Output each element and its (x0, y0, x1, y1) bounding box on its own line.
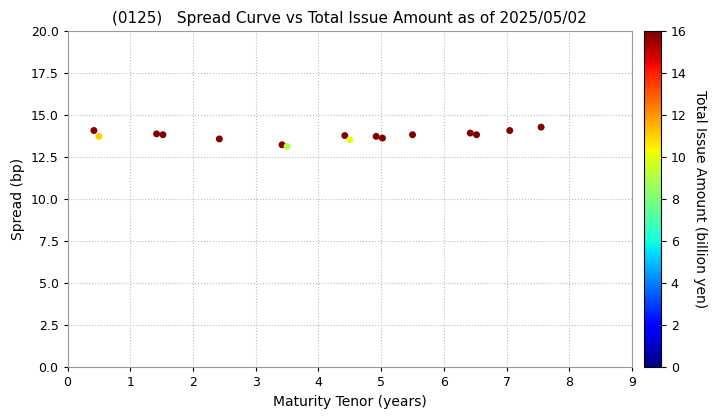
Y-axis label: Total Issue Amount (billion yen): Total Issue Amount (billion yen) (693, 90, 707, 308)
Point (344, 136, 356, 143)
Point (504, 127, 516, 134)
Point (407, 131, 418, 138)
Point (536, 124, 547, 131)
Point (93, 133, 104, 140)
Point (339, 132, 351, 139)
Point (157, 131, 168, 138)
Y-axis label: Spread (bp): Spread (bp) (11, 158, 25, 240)
Point (214, 136, 225, 142)
Point (471, 131, 482, 138)
X-axis label: Maturity Tenor (years): Maturity Tenor (years) (273, 395, 427, 409)
Point (276, 142, 288, 148)
Point (377, 135, 388, 142)
Title: (0125)   Spread Curve vs Total Issue Amount as of 2025/05/02: (0125) Spread Curve vs Total Issue Amoun… (112, 11, 588, 26)
Point (370, 133, 382, 140)
Point (464, 130, 476, 136)
Point (151, 131, 163, 137)
Point (282, 143, 293, 150)
Point (88, 127, 99, 134)
